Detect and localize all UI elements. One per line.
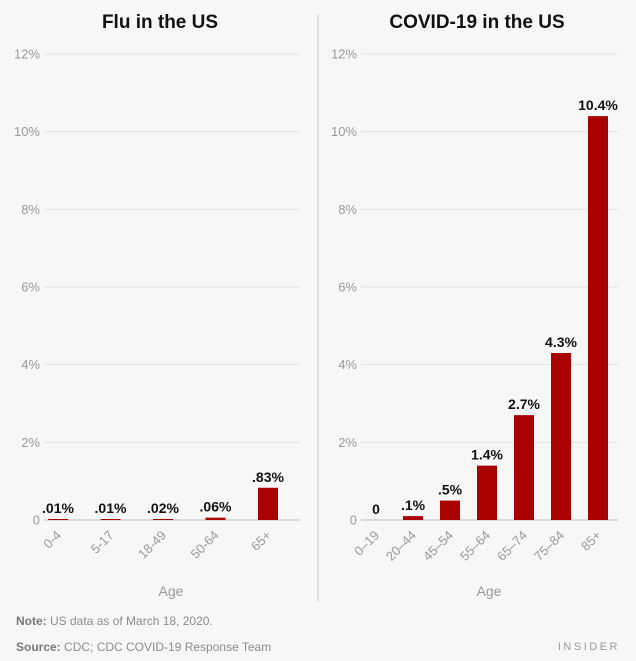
flu-data-label: .01%	[95, 500, 127, 516]
covid-x-axis-label: Age	[477, 583, 502, 599]
covid-y-tick-label: 0	[350, 513, 357, 528]
covid-bar	[588, 116, 608, 520]
flu-data-label: .83%	[252, 469, 284, 485]
covid-bar	[551, 353, 571, 520]
covid-data-label: 0	[372, 501, 380, 517]
covid-x-tick-label: 0–19	[351, 528, 382, 559]
flu-y-tick-label: 10%	[14, 124, 40, 139]
note-text: US data as of March 18, 2020.	[46, 614, 213, 628]
covid-bar	[403, 516, 423, 520]
flu-bar	[205, 517, 226, 520]
covid-y-tick-label: 2%	[338, 435, 357, 450]
covid-x-tick-label: 65–74	[494, 528, 530, 564]
insider-logo: INSIDER	[557, 641, 620, 653]
flu-data-label: .02%	[147, 500, 179, 516]
covid-data-label: 10.4%	[578, 97, 618, 113]
flu-y-tick-label: 6%	[21, 280, 40, 295]
source-line: Source: CDC; CDC COVID-19 Response Team	[16, 640, 271, 654]
covid-x-tick-label: 20–44	[383, 528, 419, 564]
flu-x-tick-label: 18-49	[135, 528, 169, 562]
flu-y-tick-label: 8%	[21, 202, 40, 217]
covid-chart-title: COVID-19 in the US	[389, 12, 564, 33]
flu-data-label: .06%	[200, 499, 232, 515]
covid-bar	[440, 500, 460, 520]
source-text: CDC; CDC COVID-19 Response Team	[60, 640, 272, 654]
note-label: Note:	[16, 614, 47, 628]
covid-data-label: 1.4%	[471, 447, 503, 463]
flu-x-axis-label: Age	[159, 583, 184, 599]
footnote: Note: US data as of March 18, 2020.	[16, 614, 213, 628]
covid-x-tick-label: 55–64	[457, 528, 493, 564]
covid-data-label: .5%	[438, 482, 463, 498]
flu-bar	[258, 487, 278, 520]
covid-y-tick-label: 6%	[338, 280, 357, 295]
flu-y-tick-label: 2%	[21, 435, 40, 450]
flu-y-tick-label: 0	[33, 513, 40, 528]
flu-x-tick-label: 65+	[248, 528, 274, 554]
source-label: Source:	[16, 640, 61, 654]
covid-y-tick-label: 10%	[331, 124, 357, 139]
covid-data-label: .1%	[401, 497, 426, 513]
flu-x-tick-label: 5-17	[88, 528, 117, 557]
flu-bar	[153, 519, 173, 520]
flu-y-tick-label: 12%	[14, 47, 40, 62]
covid-y-tick-label: 8%	[338, 202, 357, 217]
covid-bar	[514, 415, 534, 520]
flu-chart-title: Flu in the US	[102, 12, 218, 33]
flu-x-tick-label: 50-64	[188, 528, 222, 562]
covid-x-tick-label: 75–84	[531, 528, 567, 564]
covid-data-label: 4.3%	[545, 334, 577, 350]
flu-y-tick-label: 4%	[21, 357, 40, 372]
flu-x-tick-label: 0-4	[40, 528, 64, 552]
covid-data-label: 2.7%	[508, 396, 540, 412]
covid-bar	[477, 465, 497, 520]
covid-y-tick-label: 12%	[331, 47, 357, 62]
flu-bar	[100, 519, 121, 520]
covid-y-tick-label: 4%	[338, 357, 357, 372]
covid-x-tick-label: 85+	[578, 528, 604, 554]
flu-bar	[48, 519, 68, 520]
flu-data-label: .01%	[42, 500, 74, 516]
covid-x-tick-label: 45–54	[420, 528, 456, 564]
